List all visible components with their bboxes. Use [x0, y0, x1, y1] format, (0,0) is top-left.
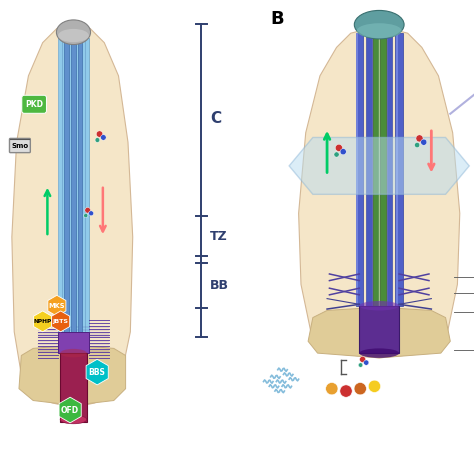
Circle shape	[421, 139, 427, 145]
Circle shape	[95, 137, 100, 142]
Bar	[78, 38, 82, 332]
Text: B: B	[270, 10, 284, 28]
Circle shape	[416, 135, 423, 142]
Bar	[380, 33, 386, 306]
Text: OFD: OFD	[61, 406, 79, 414]
Bar	[356, 33, 358, 306]
Text: JBTS: JBTS	[53, 319, 69, 324]
Circle shape	[354, 383, 366, 395]
Circle shape	[89, 211, 93, 216]
Text: BB: BB	[210, 279, 229, 292]
Bar	[81, 38, 85, 332]
Polygon shape	[299, 26, 460, 358]
Circle shape	[326, 383, 338, 395]
Bar	[58, 38, 89, 332]
Bar	[396, 33, 398, 306]
Ellipse shape	[60, 349, 87, 357]
Circle shape	[100, 135, 106, 140]
Circle shape	[340, 148, 346, 155]
Bar	[85, 38, 89, 332]
Bar	[378, 33, 380, 306]
Polygon shape	[19, 345, 126, 405]
Bar	[64, 38, 69, 332]
Circle shape	[360, 356, 365, 363]
Polygon shape	[12, 24, 133, 408]
Polygon shape	[52, 311, 70, 332]
Text: C: C	[210, 111, 221, 126]
Polygon shape	[48, 295, 66, 316]
Circle shape	[84, 213, 88, 218]
Text: BBS: BBS	[89, 368, 106, 376]
Circle shape	[358, 363, 363, 367]
Ellipse shape	[359, 348, 399, 358]
Ellipse shape	[357, 23, 402, 38]
Circle shape	[414, 142, 420, 148]
Ellipse shape	[355, 10, 404, 39]
Polygon shape	[308, 307, 450, 358]
FancyBboxPatch shape	[22, 95, 46, 113]
Polygon shape	[59, 397, 81, 423]
Circle shape	[96, 131, 103, 137]
Bar	[71, 38, 76, 332]
Bar	[359, 306, 399, 353]
Text: TZ: TZ	[210, 229, 228, 243]
Bar	[366, 33, 372, 306]
Ellipse shape	[359, 301, 399, 310]
Bar	[395, 33, 403, 306]
Text: NPHP: NPHP	[34, 319, 52, 324]
Circle shape	[334, 152, 339, 157]
Bar	[60, 353, 87, 422]
Polygon shape	[289, 137, 469, 194]
Bar	[58, 332, 89, 353]
Ellipse shape	[56, 20, 91, 45]
Polygon shape	[86, 359, 108, 385]
Text: Smo: Smo	[11, 143, 28, 148]
Polygon shape	[34, 311, 52, 332]
Circle shape	[364, 360, 369, 365]
Bar	[373, 33, 378, 306]
Bar	[58, 38, 63, 332]
Circle shape	[336, 144, 343, 152]
Circle shape	[368, 380, 381, 392]
Text: MKS: MKS	[49, 303, 65, 309]
FancyBboxPatch shape	[9, 138, 30, 153]
Text: PKD: PKD	[25, 100, 43, 109]
Bar	[356, 33, 363, 306]
Ellipse shape	[58, 29, 89, 42]
Circle shape	[340, 385, 352, 397]
Bar	[387, 33, 392, 306]
Bar	[75, 38, 80, 332]
Circle shape	[85, 208, 91, 213]
Bar	[68, 38, 72, 332]
Bar	[62, 38, 66, 332]
Ellipse shape	[60, 415, 87, 424]
